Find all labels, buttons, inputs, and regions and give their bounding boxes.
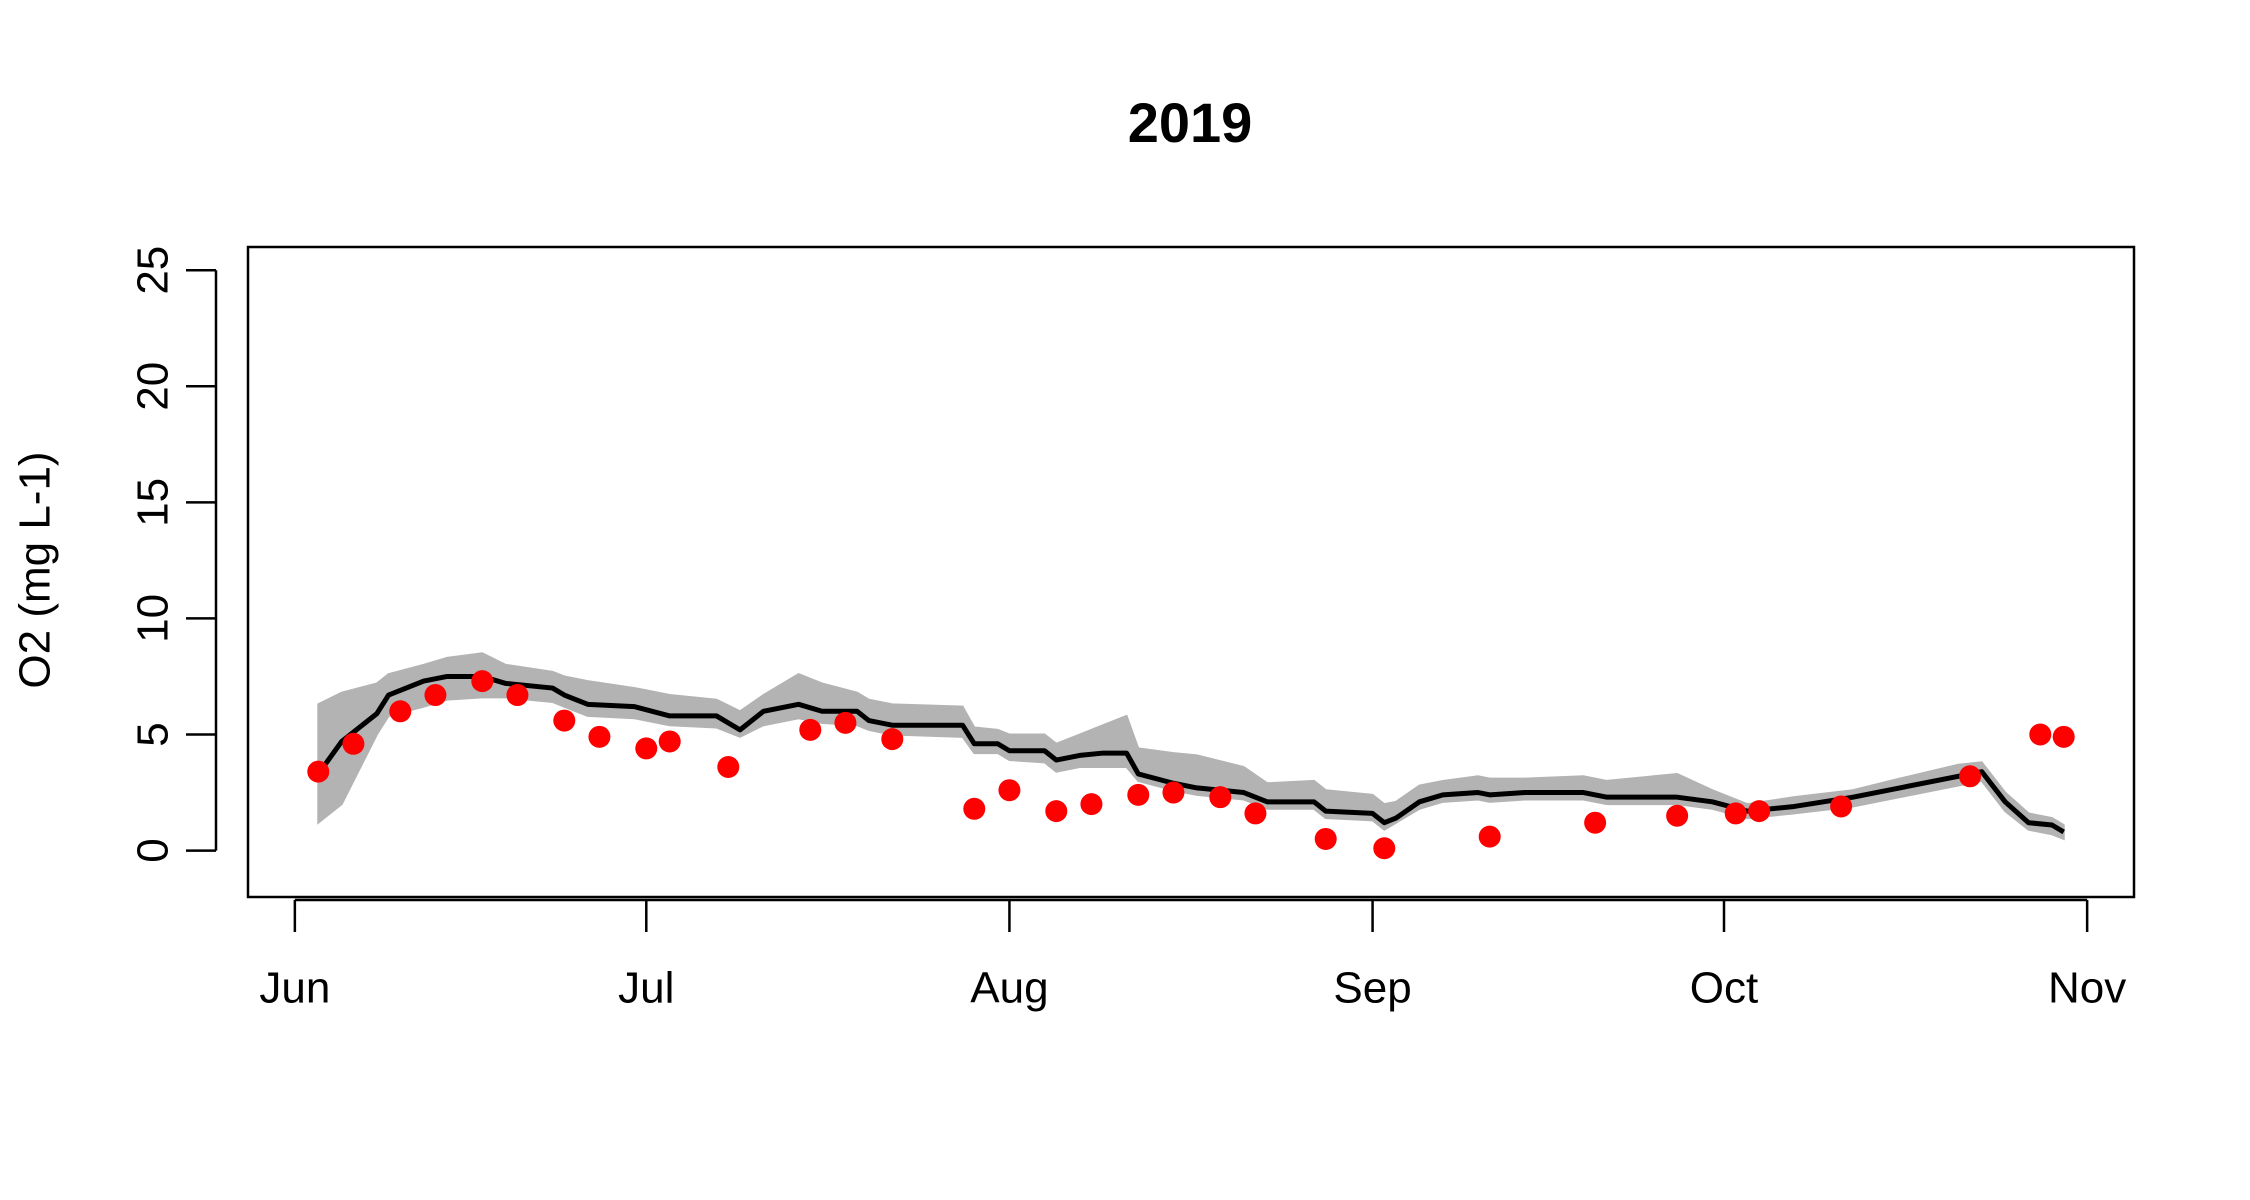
observation-point: [389, 700, 412, 723]
observation-point: [998, 779, 1021, 802]
observation-point: [1478, 825, 1501, 848]
observation-point: [342, 732, 365, 755]
y-axis-label: O2 (mg L-1): [11, 451, 60, 688]
observation-point: [1209, 786, 1232, 809]
observation-point: [2052, 725, 2075, 748]
observation-point: [834, 711, 857, 734]
observation-point: [1045, 800, 1068, 823]
observation-point: [307, 760, 330, 783]
observation-point: [1830, 795, 1853, 818]
observation-point: [1080, 793, 1103, 816]
observation-point: [506, 684, 529, 707]
observation-point: [799, 718, 822, 741]
y-tick-label: 20: [129, 362, 178, 411]
y-tick-label: 25: [129, 246, 178, 295]
x-tick-label: Oct: [1690, 964, 1758, 1013]
x-tick-label: Sep: [1333, 964, 1411, 1013]
chart-title: 2019: [1128, 91, 1253, 154]
observation-point: [1127, 783, 1150, 806]
observation-point: [553, 709, 576, 732]
observation-point: [1724, 802, 1747, 825]
observation-point: [424, 684, 447, 707]
observation-point: [658, 730, 681, 753]
observation-point: [1584, 811, 1607, 834]
y-tick-label: 15: [129, 478, 178, 527]
y-tick-label: 0: [129, 838, 178, 862]
observation-point: [1666, 804, 1689, 827]
model-line: [316, 673, 2065, 835]
observation-point: [881, 728, 904, 751]
observation-point: [1748, 800, 1771, 823]
plot-frame: [246, 245, 2136, 899]
observation-point: [471, 670, 494, 693]
x-tick-label: Jul: [618, 964, 674, 1013]
observation-point: [963, 797, 986, 820]
observation-point: [635, 737, 658, 760]
x-tick-label: Nov: [2048, 964, 2126, 1013]
observation-point: [1314, 827, 1337, 850]
observation-point: [588, 725, 611, 748]
ensemble-band: [317, 652, 2065, 841]
observation-point: [1373, 837, 1396, 860]
y-tick-label: 5: [129, 722, 178, 746]
observation-point: [2029, 723, 2052, 746]
observation-point: [1959, 765, 1981, 788]
x-tick-label: Jun: [259, 964, 330, 1013]
observation-point: [717, 756, 740, 778]
y-tick-label: 10: [129, 594, 178, 643]
observation-point: [1162, 781, 1185, 804]
x-tick-label: Aug: [970, 964, 1048, 1013]
observation-point: [1244, 802, 1267, 825]
